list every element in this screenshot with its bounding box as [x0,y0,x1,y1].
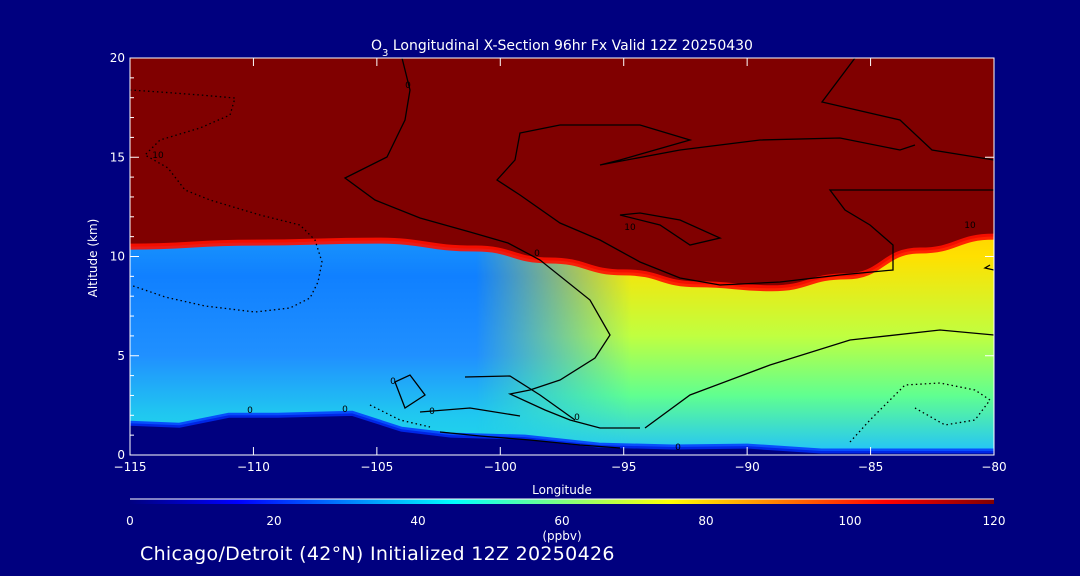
chart-title: O3 Longitudinal X-Section 96hr Fx Valid … [371,38,753,59]
contour-label: 0 [247,406,253,416]
contour-line [369,404,431,428]
x-axis: −115 −110 −105 −100 −95 −90 −85 −80 [114,58,1007,474]
contour-line [849,382,991,443]
contour-line [343,58,640,429]
y-tick-label: 15 [110,150,125,164]
x-tick-label: −110 [237,460,270,474]
x-tick-label: −100 [484,460,517,474]
footer-caption: Chicago/Detroit (42°N) Initialized 12Z 2… [140,543,615,565]
y-axis-label: Altitude (km) [86,219,100,298]
contour-line [394,374,426,409]
y-tick-label: 10 [110,250,125,264]
y-tick-label: 5 [117,349,125,363]
colorbar-tick-label: 80 [698,514,713,528]
contour-line [419,407,521,417]
colorbar-tick-label: 40 [410,514,425,528]
colorbar-tick-label: 20 [266,514,281,528]
contour-label: 0 [390,377,396,387]
contour-label: 10 [152,151,164,161]
x-tick-label: −80 [981,460,1006,474]
x-tick-label: −105 [360,460,393,474]
colorbar-unit: (ppbv) [542,529,581,543]
x-tick-label: −95 [611,460,636,474]
contour-label: 10 [964,221,976,231]
contour-line [130,89,323,313]
contour-line [619,212,723,246]
contour-label: 0 [405,81,411,91]
plot-field: 0 0 0 0 0 0 0 0 10 10 10 [130,58,994,455]
y-axis: 0 5 10 15 20 [110,51,994,462]
contour-label: 0 [574,413,580,423]
contour-line [439,431,621,449]
contour-line [820,58,994,161]
x-tick-label: −90 [734,460,759,474]
contour-line [464,375,576,421]
contour-lines [130,58,994,449]
contour-label: 10 [624,223,636,233]
colorbar-tick-label: 100 [839,514,862,528]
colorbar [130,499,994,504]
contour-label: 0 [429,407,435,417]
x-tick-label: −85 [858,460,883,474]
x-tick-label: −115 [114,460,147,474]
colorbar-tick-label: 120 [983,514,1006,528]
colorbar-tick-label: 60 [554,514,569,528]
colorbar-ticks: 0 20 40 60 80 100 120 [126,514,1005,528]
contour-label: 0 [534,249,540,259]
y-tick-label: 0 [117,448,125,462]
contour-line [644,329,994,429]
contour-label: 0 [675,443,681,453]
x-axis-label: Longitude [532,483,592,497]
contour-line [983,264,994,271]
terrain-region [130,413,994,455]
stratosphere-region [130,58,994,289]
contour-line [496,124,994,286]
colorbar-tick-label: 0 [126,514,134,528]
contour-label: 0 [342,405,348,415]
y-tick-label: 20 [110,51,125,65]
contour-labels: 0 0 0 0 0 0 0 0 10 10 10 [152,81,976,453]
